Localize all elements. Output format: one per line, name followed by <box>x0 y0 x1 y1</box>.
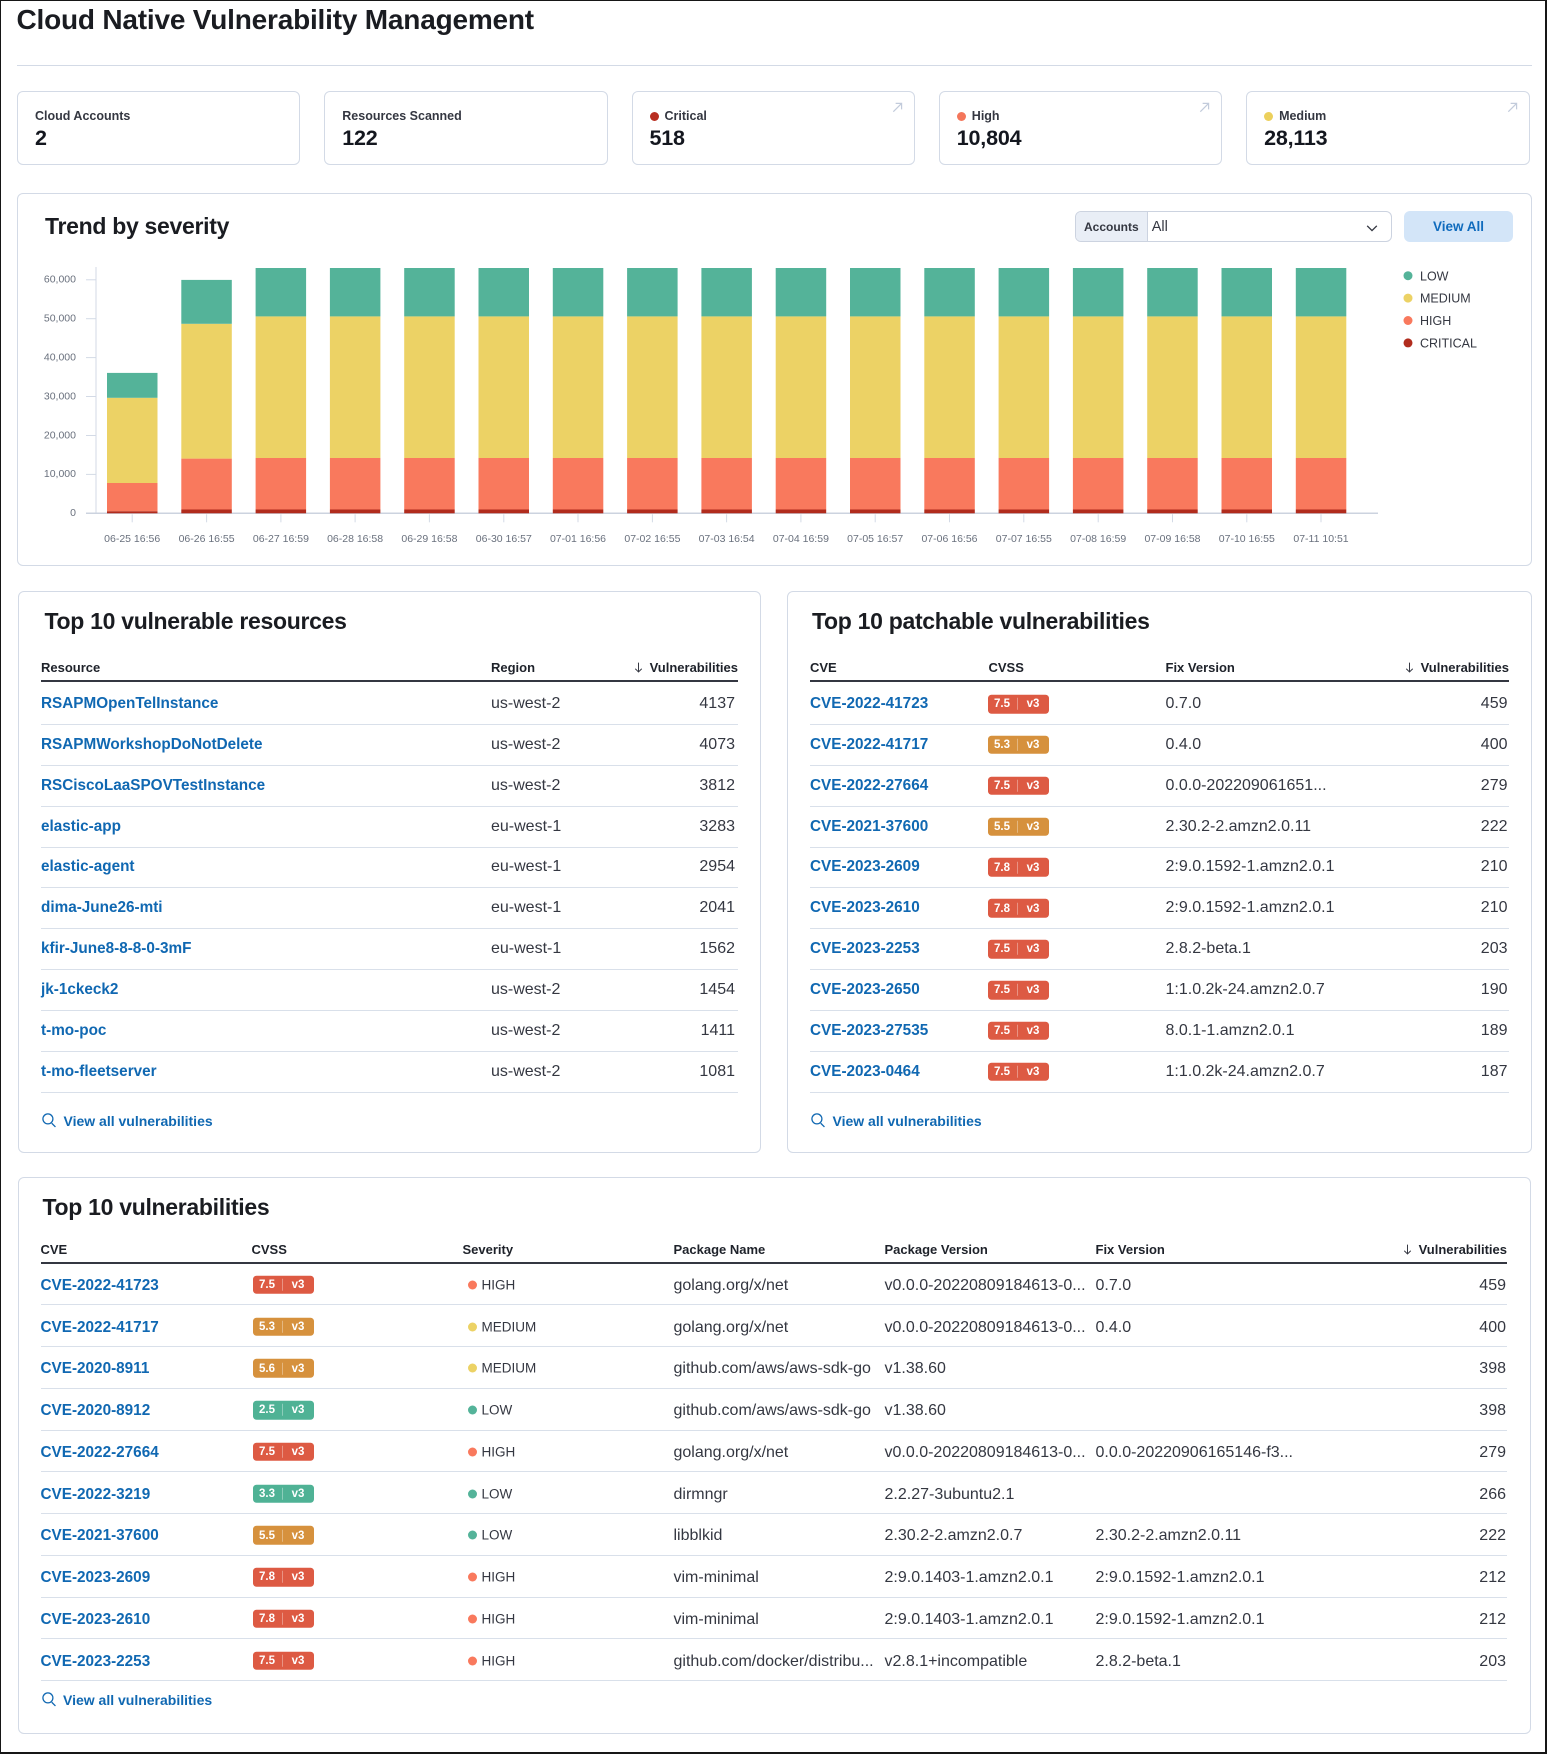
svg-text:06-25 16:56: 06-25 16:56 <box>104 533 160 545</box>
svg-text:06-26 16:55: 06-26 16:55 <box>179 533 235 545</box>
svg-text:07-06 16:56: 07-06 16:56 <box>921 533 977 545</box>
svg-text:CRITICAL: CRITICAL <box>1420 337 1477 351</box>
svg-text:07-07 16:55: 07-07 16:55 <box>996 533 1052 545</box>
svg-text:60,000: 60,000 <box>44 274 76 286</box>
svg-text:20,000: 20,000 <box>44 429 76 441</box>
svg-text:MEDIUM: MEDIUM <box>1420 292 1471 306</box>
svg-text:07-08 16:59: 07-08 16:59 <box>1070 533 1126 545</box>
svg-text:10,000: 10,000 <box>44 468 76 480</box>
svg-text:06-27 16:59: 06-27 16:59 <box>253 533 309 545</box>
svg-text:06-29 16:58: 06-29 16:58 <box>401 533 457 545</box>
svg-text:07-10 16:55: 07-10 16:55 <box>1219 533 1275 545</box>
svg-text:40,000: 40,000 <box>44 351 76 363</box>
svg-text:07-04 16:59: 07-04 16:59 <box>773 533 829 545</box>
svg-text:06-28 16:58: 06-28 16:58 <box>327 533 383 545</box>
svg-text:0: 0 <box>70 507 76 519</box>
svg-text:07-05 16:57: 07-05 16:57 <box>847 533 903 545</box>
svg-text:07-11 10:51: 07-11 10:51 <box>1293 533 1348 545</box>
svg-text:07-03 16:54: 07-03 16:54 <box>699 533 755 545</box>
svg-text:50,000: 50,000 <box>44 313 76 325</box>
svg-text:07-01 16:56: 07-01 16:56 <box>550 533 606 545</box>
svg-text:HIGH: HIGH <box>1420 314 1451 328</box>
svg-text:06-30 16:57: 06-30 16:57 <box>476 533 532 545</box>
svg-text:07-09 16:58: 07-09 16:58 <box>1144 533 1200 545</box>
svg-text:30,000: 30,000 <box>44 390 76 402</box>
svg-text:07-02 16:55: 07-02 16:55 <box>624 533 680 545</box>
svg-text:LOW: LOW <box>1420 269 1449 283</box>
